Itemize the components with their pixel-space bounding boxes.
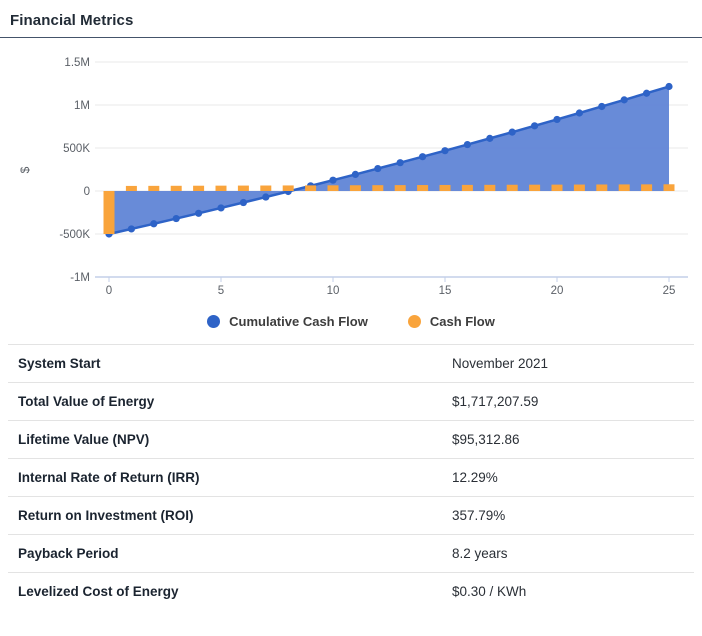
x-axis-tick-label: 25 [663,285,676,297]
metric-value: $95,312.86 [452,432,520,447]
table-row: Total Value of Energy $1,717,207.59 [8,383,694,421]
cash-flow-bar [193,185,205,191]
y-axis-tick-label: 1.5M [64,57,90,69]
legend-label: Cumulative Cash Flow [229,313,368,329]
cumulative-data-point [620,96,628,104]
cumulative-data-point [150,220,158,228]
cash-flow-bar [461,184,473,191]
legend-label: Cash Flow [429,313,495,329]
cumulative-data-point [262,193,270,201]
cumulative-data-point [643,89,651,97]
metric-label: System Start [18,356,101,371]
metric-value: $1,717,207.59 [452,394,539,409]
x-axis-tick-label: 15 [439,285,452,297]
metric-value: $0.30 / KWh [452,584,527,599]
legend-item-cash-flow[interactable]: Cash Flow [407,313,495,329]
legend-item-cumulative-cash-flow[interactable]: Cumulative Cash Flow [207,314,368,329]
y-axis-tick-label: -1M [70,272,90,284]
cash-flow-bar [372,185,384,191]
cumulative-data-point [351,170,359,179]
cash-flow-bar [439,184,451,191]
y-axis-tick-label: 1M [74,100,90,112]
cumulative-data-point [441,147,449,155]
cumulative-data-point [172,214,180,223]
cash-flow-bar [148,185,160,191]
x-axis-tick-label: 10 [327,285,340,297]
y-axis-tick-label: 500K [63,143,90,155]
panel-title: Financial Metrics [10,12,134,29]
table-row: Return on Investment (ROI) 357.79% [8,497,694,535]
cash-flow-bar [573,184,585,191]
y-axis-title: $ [18,166,32,173]
metric-label: Return on Investment (ROI) [18,508,194,523]
cash-flow-bar [103,191,115,234]
table-row: System Start November 2021 [8,345,694,383]
financial-metrics-panel: Financial Metrics 1.5M 1M 500K 0 -500K -1M $0 5… [0,0,702,610]
cash-flow-bar [596,184,608,191]
table-row: Internal Rate of Return (IRR) 12.29% [8,459,694,497]
cash-flow-bar [506,184,518,191]
legend-dot-orange-icon [407,314,421,328]
cash-flow-bar [260,185,272,191]
metric-label: Internal Rate of Return (IRR) [18,470,200,485]
cash-flow-bar [484,184,496,191]
metric-label: Lifetime Value (NPV) [18,432,150,447]
cash-flow-chart: 1.5M 1M 500K 0 -500K -1M $0 5 10 15 20 25 [18,57,688,297]
cumulative-cash-flow-line [108,85,670,236]
cash-flow-bar [215,185,227,191]
cash-flow-bar [417,185,429,191]
cash-flow-bar [282,185,294,191]
table-row: Payback Period 8.2 years [8,535,694,573]
x-axis-tick-label: 0 [106,285,112,297]
table-row: Lifetime Value (NPV) $95,312.86 [8,421,694,459]
cumulative-cash-flow-area [109,86,669,234]
cumulative-data-point [665,82,673,91]
cumulative-data-point [396,159,404,167]
metric-label: Levelized Cost of Energy [18,584,179,599]
metric-value: November 2021 [452,356,549,371]
chart-container: 1.5M 1M 500K 0 -500K -1M $0 5 10 15 20 25 [0,40,702,302]
cash-flow-bar [618,184,630,191]
cash-flow-bar [394,185,406,191]
cumulative-data-point [575,109,584,117]
y-axis-tick-label: 0 [84,186,90,198]
cumulative-data-point [374,164,382,173]
legend-dot-blue-icon [207,314,221,328]
metric-value: 357.79% [452,508,506,523]
cumulative-data-point [598,102,606,111]
y-axis-tick-label: -500K [59,229,90,241]
cash-flow-bar [237,185,249,191]
cumulative-data-point [195,209,203,217]
cumulative-data-point [463,140,471,149]
metric-label: Total Value of Energy [18,394,155,409]
cumulative-data-point [239,198,247,207]
cumulative-data-point [531,122,539,130]
cash-flow-bar [551,184,563,191]
cumulative-data-point [217,204,225,212]
cash-flow-bar [663,184,675,191]
cumulative-data-point [553,115,561,124]
table-row: Levelized Cost of Energy $0.30 / KWh [8,573,694,610]
cash-flow-bar [349,185,361,191]
cumulative-data-point [127,225,135,233]
metric-value: 8.2 years [452,546,508,561]
metrics-table: System Start November 2021 Total Value o… [8,344,694,610]
panel-header: Financial Metrics [0,0,702,38]
cash-flow-bar [327,185,339,191]
metric-label: Payback Period [18,546,119,561]
x-axis-tick-label: 5 [218,285,224,297]
cumulative-data-point [419,153,427,161]
cash-flow-bar [305,185,317,191]
cash-flow-bar [641,184,653,191]
cash-flow-bar [170,185,182,191]
x-axis-tick-label: 20 [551,285,564,297]
cumulative-data-point [508,128,516,136]
cash-flow-bar [529,184,541,191]
metric-value: 12.29% [452,470,498,485]
cash-flow-bar [125,185,137,191]
cumulative-data-point [486,134,494,142]
cumulative-data-point [329,176,337,184]
chart-legend: Cumulative Cash Flow Cash Flow [0,308,702,334]
